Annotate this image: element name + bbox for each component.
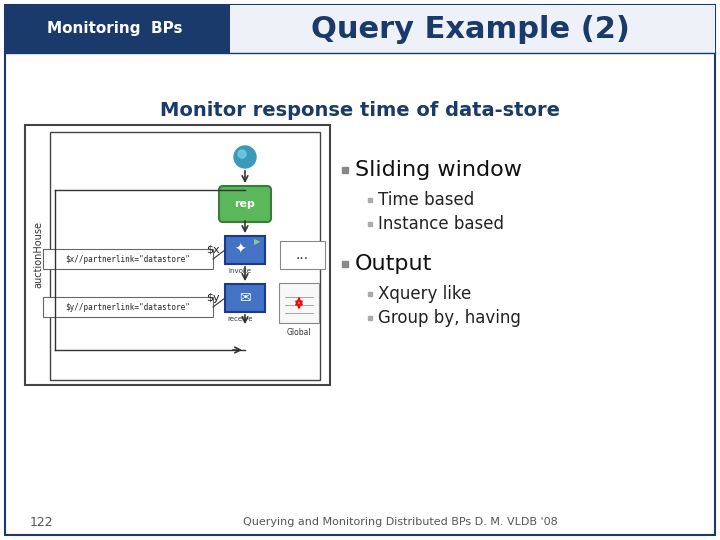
Text: Xquery like: Xquery like: [378, 285, 472, 303]
Text: $y: $y: [207, 293, 220, 303]
Text: Monitoring  BPs: Monitoring BPs: [48, 22, 183, 37]
Text: Time based: Time based: [378, 191, 474, 209]
Bar: [225, 236, 265, 264]
Text: $x//partnerlink="datastore": $x//partnerlink="datastore": [66, 254, 190, 264]
Text: Global: Global: [287, 328, 311, 337]
Text: $y//partnerlink="datastore": $y//partnerlink="datastore": [66, 302, 190, 312]
FancyBboxPatch shape: [219, 186, 271, 222]
Text: Monitor response time of data-store: Monitor response time of data-store: [160, 100, 560, 119]
Circle shape: [238, 150, 246, 158]
Bar: [280, 241, 325, 269]
Bar: [225, 284, 265, 312]
Bar: [43, 297, 213, 317]
Text: Sliding window: Sliding window: [355, 160, 522, 180]
Circle shape: [234, 146, 256, 168]
Text: 122: 122: [30, 516, 53, 529]
Text: Querying and Monitoring Distributed BPs D. M. VLDB '08: Querying and Monitoring Distributed BPs …: [243, 517, 557, 527]
Text: Query Example (2): Query Example (2): [310, 15, 629, 44]
Text: receive: receive: [228, 316, 253, 322]
Bar: [43, 249, 213, 269]
Bar: [230, 5, 715, 53]
Text: Group by, having: Group by, having: [378, 309, 521, 327]
Bar: [25, 125, 330, 385]
Text: Output: Output: [355, 254, 433, 274]
Bar: [5, 5, 230, 53]
Text: Instance based: Instance based: [378, 215, 504, 233]
Text: ▶: ▶: [253, 238, 260, 246]
FancyBboxPatch shape: [279, 283, 319, 323]
Text: auctionHouse: auctionHouse: [33, 221, 43, 288]
Bar: [50, 132, 320, 380]
Text: invoke: invoke: [228, 268, 251, 274]
Text: ✦: ✦: [234, 243, 246, 257]
Text: rep: rep: [235, 199, 256, 209]
Text: ✉: ✉: [239, 291, 251, 305]
Text: ...: ...: [295, 248, 309, 262]
Text: $x: $x: [207, 245, 220, 255]
